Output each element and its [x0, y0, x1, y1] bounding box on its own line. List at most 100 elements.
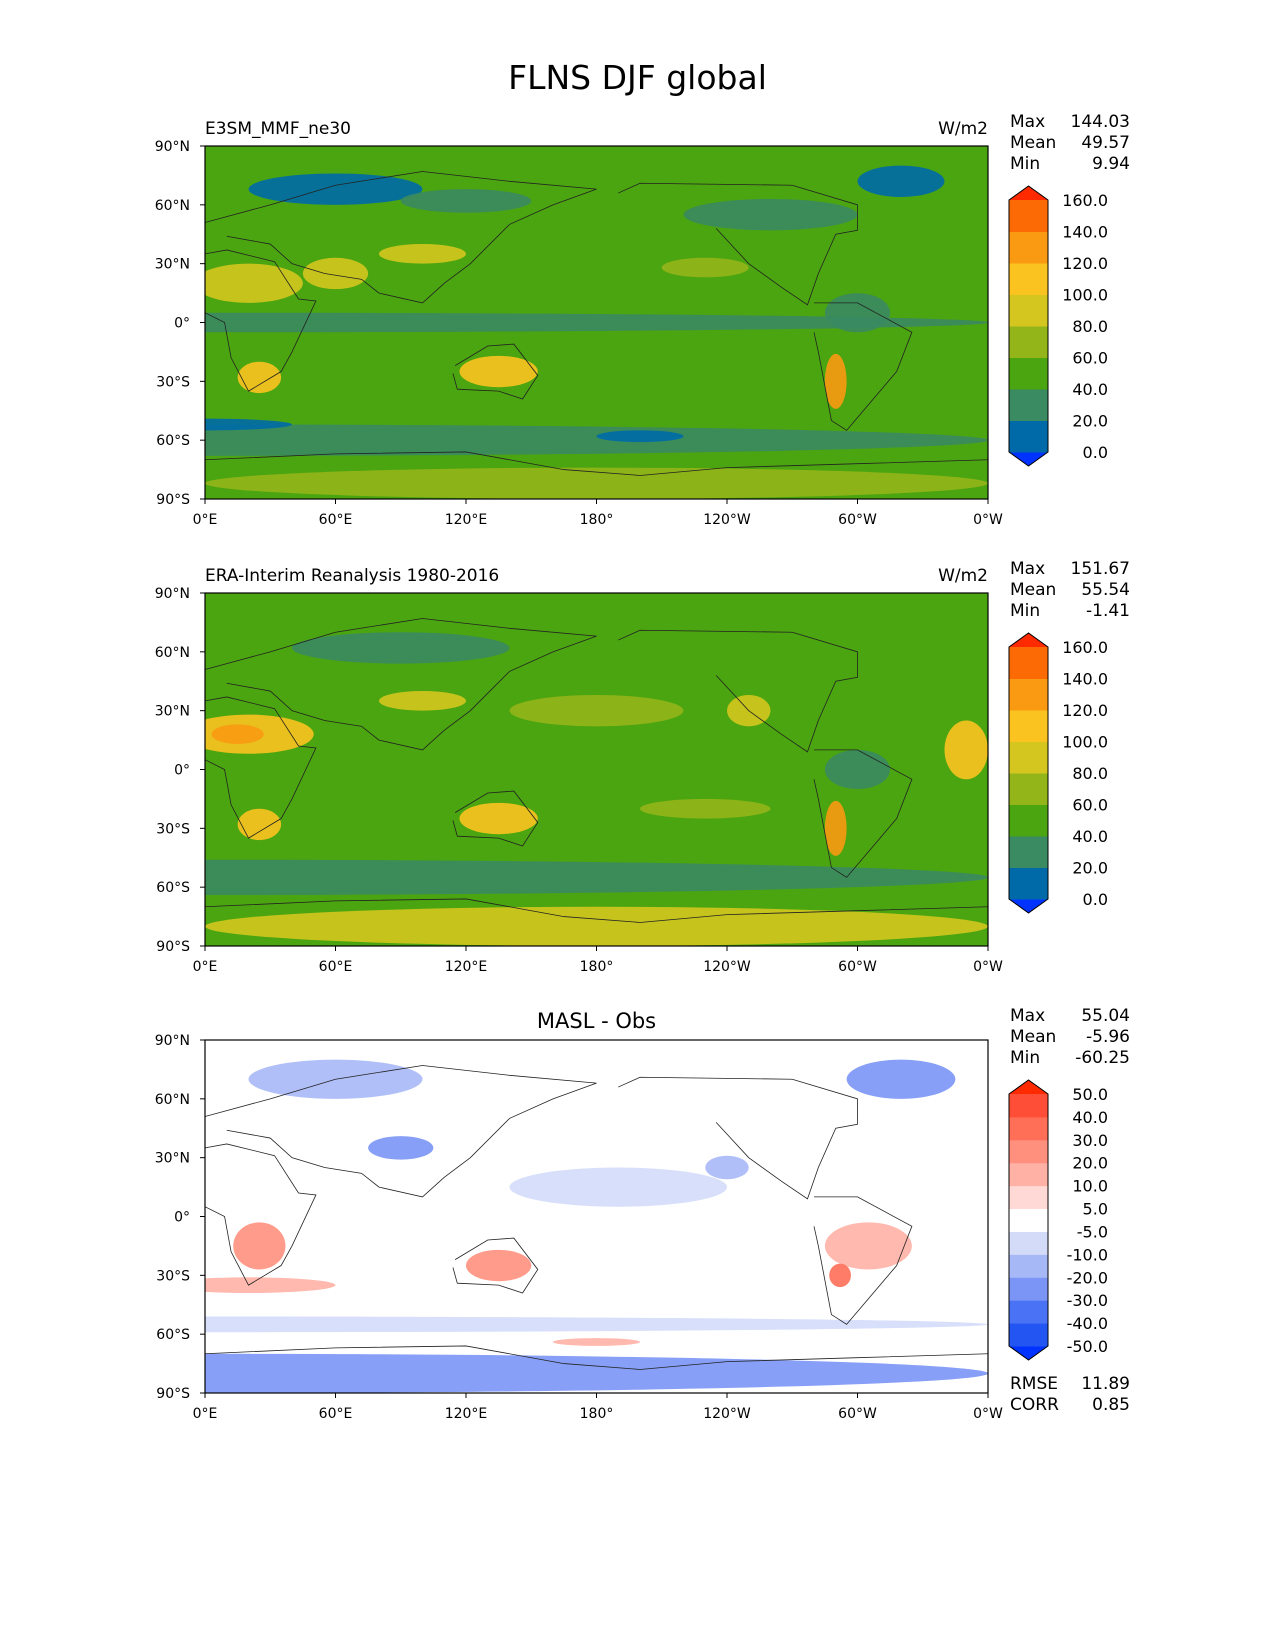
colorbar-segment	[1009, 294, 1048, 327]
y-tick-label: 30°N	[155, 257, 190, 273]
contour-region	[944, 720, 988, 780]
x-tick-label: 120°E	[445, 959, 488, 975]
contour-region	[509, 694, 684, 727]
stat-label: Min	[1010, 154, 1040, 174]
contour-region	[857, 165, 945, 197]
contour-region	[211, 724, 264, 745]
colorbar-segment	[1009, 1300, 1048, 1324]
y-tick-label: 90°N	[155, 139, 190, 155]
contour-region	[205, 859, 988, 896]
contour-region	[205, 263, 303, 303]
colorbar-min-extend	[1009, 452, 1048, 466]
stat-value: 151.67	[1071, 559, 1130, 579]
colorbar-segment	[1009, 1254, 1048, 1278]
colorbar-segment	[1009, 804, 1048, 837]
stat-label: Max	[1010, 112, 1045, 132]
stat-label: Min	[1010, 1048, 1040, 1068]
colorbar-tick-label: 140.0	[1062, 223, 1108, 242]
colorbar-tick-label: -20.0	[1067, 1268, 1108, 1287]
contour-region	[553, 1338, 640, 1346]
stat-value: -1.41	[1086, 601, 1130, 621]
y-tick-label: 30°S	[156, 374, 190, 390]
contour-region	[661, 257, 749, 278]
contour-region	[466, 1249, 532, 1282]
contour-region	[829, 1263, 851, 1288]
x-tick-label: 180°	[580, 959, 614, 975]
contour-region	[509, 1167, 727, 1207]
colorbar-tick-label: 80.0	[1072, 764, 1108, 783]
colorbar-tick-label: -10.0	[1067, 1245, 1108, 1264]
colorbar-tick-label: 20.0	[1072, 859, 1108, 878]
coastlines	[205, 1065, 988, 1370]
units-label: W/m2	[938, 119, 988, 139]
y-tick-label: 30°N	[155, 1151, 190, 1167]
y-tick-label: 30°N	[155, 704, 190, 720]
contour-region	[596, 430, 684, 443]
colorbar-segment	[1009, 200, 1048, 232]
colorbar-tick-label: 120.0	[1062, 254, 1108, 273]
x-tick-label: 120°W	[703, 512, 751, 528]
x-tick-label: 120°E	[445, 512, 488, 528]
contour-region	[459, 355, 538, 388]
contour-region	[379, 691, 466, 711]
footer-stat-value: 0.85	[1092, 1395, 1130, 1415]
stat-label: Max	[1010, 1006, 1045, 1026]
colorbar-segment	[1009, 1139, 1048, 1164]
x-tick-label: 0°W	[973, 959, 1003, 975]
x-tick-label: 60°E	[319, 512, 353, 528]
x-tick-label: 0°E	[193, 959, 218, 975]
contour-region	[824, 353, 847, 409]
contour-region	[205, 312, 988, 333]
colorbar-tick-label: 40.0	[1072, 380, 1108, 399]
colorbar-segment	[1009, 1323, 1048, 1347]
colorbar-tick-label: 40.0	[1072, 827, 1108, 846]
colorbar-tick-label: 20.0	[1072, 1154, 1108, 1173]
colorbar-max-extend	[1009, 1080, 1048, 1094]
footer-stat-label: RMSE	[1010, 1374, 1058, 1394]
x-tick-label: 60°W	[838, 1406, 877, 1422]
x-tick-label: 180°	[580, 1406, 614, 1422]
y-tick-label: 60°S	[156, 1327, 190, 1343]
x-tick-label: 120°W	[703, 1406, 751, 1422]
x-tick-label: 0°W	[973, 512, 1003, 528]
colorbar-tick-label: 40.0	[1072, 1108, 1108, 1127]
stat-label: Max	[1010, 559, 1045, 579]
footer-stat-value: 11.89	[1081, 1374, 1130, 1394]
colorbar: -50.0 -40.0 -30.0 -20.0 -10.0 -5.0 5.0 10.0 20.0…	[1008, 1079, 1108, 1361]
stat-value: 55.04	[1081, 1006, 1130, 1026]
contour-region	[233, 1222, 286, 1270]
stat-value: -5.96	[1086, 1027, 1130, 1047]
contour-region	[379, 244, 466, 264]
colorbar-segment	[1009, 741, 1048, 774]
colorbar-segment	[1009, 1185, 1048, 1210]
colorbar-segment	[1009, 647, 1048, 679]
colorbar-segment	[1009, 836, 1048, 868]
colorbar-tick-label: 120.0	[1062, 701, 1108, 720]
colorbar-segment	[1009, 1116, 1048, 1141]
contour-region	[640, 798, 771, 819]
panel-subtitle: E3SM_MMF_ne30	[205, 119, 351, 139]
y-tick-label: 90°N	[155, 586, 190, 602]
x-tick-label: 180°	[580, 512, 614, 528]
x-tick-label: 60°W	[838, 512, 877, 528]
contour-region	[683, 198, 858, 231]
stat-label: Mean	[1010, 1027, 1056, 1047]
colorbar-segment	[1009, 1162, 1048, 1187]
contour-region	[400, 189, 532, 213]
contour-region	[824, 800, 847, 856]
colorbar: 0.0 20.0 40.0 60.0 80.0 100.0 120.0 140.0 160.0	[1008, 185, 1108, 467]
y-tick-label: 0°	[174, 1210, 190, 1226]
colorbar: 0.0 20.0 40.0 60.0 80.0 100.0 120.0 140.0 160.0	[1008, 632, 1108, 914]
colorbar-tick-label: 140.0	[1062, 670, 1108, 689]
contour-region	[368, 1136, 434, 1160]
contour-fill	[205, 632, 988, 946]
y-tick-label: 90°N	[155, 1033, 190, 1049]
colorbar-segment	[1009, 1277, 1048, 1301]
colorbar-tick-label: 80.0	[1072, 317, 1108, 336]
figure-title: FLNS DJF global	[508, 58, 767, 97]
y-tick-label: 60°S	[156, 433, 190, 449]
x-tick-label: 60°E	[319, 1406, 353, 1422]
map-panel-1: 0°E 60°E 120°E 180° 120°W 60°W 0°W 90°N 60°N 30°N…	[155, 112, 1130, 528]
